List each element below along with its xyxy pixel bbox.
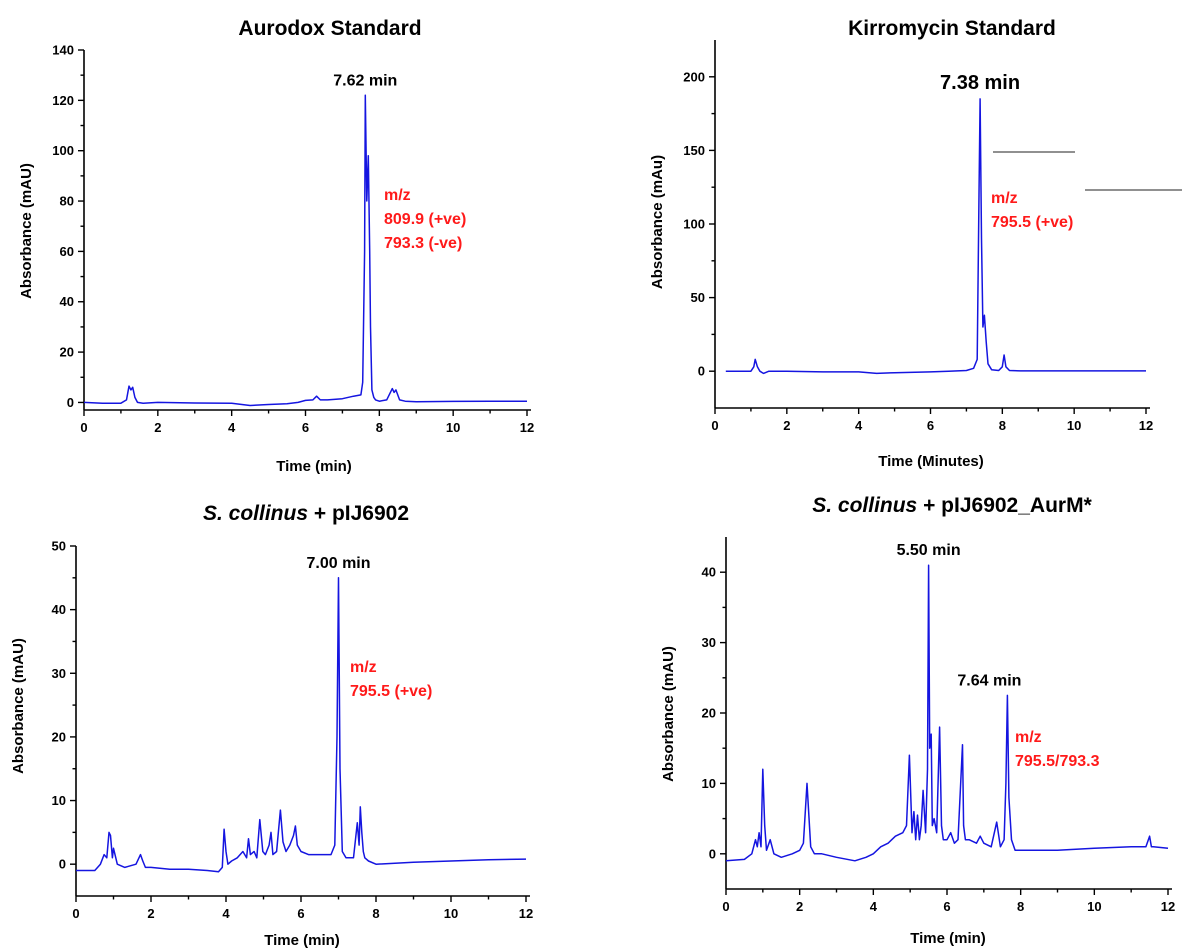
y-tick-label: 30 — [702, 635, 716, 650]
axes: 0 2 4 6 8 10 12 0 10 20 30 40 — [702, 537, 1175, 914]
x-tick-label: 4 — [870, 899, 878, 914]
y-tick-label: 80 — [60, 194, 74, 209]
chart-title: S. collinus + pIJ6902_AurM* — [812, 494, 1092, 517]
x-tick-label: 8 — [999, 418, 1006, 433]
x-tick-label: 10 — [444, 906, 458, 921]
x-tick-label: 6 — [927, 418, 934, 433]
mz-label-line-3: 793.3 (-ve) — [384, 235, 462, 252]
x-tick-label: 2 — [796, 899, 803, 914]
y-tick-label: 20 — [52, 729, 66, 744]
x-tick-label: 4 — [228, 420, 236, 435]
x-tick-label: 10 — [1087, 899, 1101, 914]
y-tick-label: 20 — [702, 706, 716, 721]
axes: 0 2 4 6 8 10 12 0 10 20 30 40 50 — [52, 539, 534, 922]
x-axis-label: Time (min) — [910, 930, 986, 947]
y-axis-label: Absorbance (mAU) — [18, 163, 35, 299]
x-tick-label: 2 — [783, 418, 790, 433]
y-tick-label: 120 — [52, 93, 74, 108]
chart-title: S. collinus + pIJ6902 — [203, 502, 409, 525]
peak-label: 7.00 min — [306, 555, 370, 572]
y-tick-label: 0 — [709, 846, 716, 861]
peak-label: 7.62 min — [333, 72, 397, 89]
panel-s-collinus-pij6902-aurm: S. collinus + pIJ6902_AurM* Absorbance (… — [660, 494, 1175, 947]
mz-label-line-1: m/z — [991, 190, 1018, 207]
x-tick-label: 0 — [80, 420, 87, 435]
x-tick-label: 6 — [297, 906, 304, 921]
mz-label-line-1: m/z — [350, 659, 377, 676]
chart-title: Aurodox Standard — [238, 17, 421, 40]
panel-kirromycin-standard: Kirromycin Standard Absorbance (mAu) Tim… — [649, 17, 1182, 470]
y-tick-label: 0 — [59, 857, 66, 872]
y-tick-label: 10 — [702, 776, 716, 791]
x-tick-label: 8 — [372, 906, 379, 921]
y-tick-label: 140 — [52, 43, 74, 58]
peak-label: 7.38 min — [940, 72, 1020, 94]
y-tick-label: 0 — [67, 395, 74, 410]
x-tick-label: 2 — [147, 906, 154, 921]
y-tick-label: 20 — [60, 345, 74, 360]
x-tick-label: 4 — [855, 418, 863, 433]
x-tick-label: 0 — [72, 906, 79, 921]
x-tick-label: 10 — [446, 420, 460, 435]
mz-label-line-1: m/z — [1015, 729, 1042, 746]
y-tick-label: 60 — [60, 244, 74, 259]
y-tick-label: 150 — [683, 143, 705, 158]
mz-label-line-2: 809.9 (+ve) — [384, 211, 466, 228]
y-tick-label: 40 — [702, 565, 716, 580]
y-tick-label: 50 — [52, 539, 66, 554]
x-tick-label: 12 — [519, 906, 533, 921]
x-tick-label: 10 — [1067, 418, 1081, 433]
traces — [725, 564, 1169, 862]
mz-label-line-2: 795.5 (+ve) — [991, 214, 1073, 231]
mz-label-line-1: m/z — [384, 187, 411, 204]
y-axis-label: Absorbance (mAU) — [10, 638, 27, 774]
x-tick-label: 4 — [222, 906, 230, 921]
y-axis-label: Absorbance (mAU) — [660, 646, 677, 782]
traces — [83, 94, 527, 407]
y-tick-label: 40 — [60, 294, 74, 309]
peak-label-2: 7.64 min — [957, 672, 1021, 689]
traces — [725, 98, 1146, 375]
x-tick-label: 0 — [711, 418, 718, 433]
chromatogram-trace — [725, 98, 1146, 375]
y-tick-label: 30 — [52, 666, 66, 681]
mz-label-line-2: 795.5/793.3 — [1015, 753, 1100, 770]
x-axis-label: Time (min) — [264, 932, 340, 949]
chromatogram-trace — [76, 577, 527, 873]
chromatogram-trace — [83, 94, 527, 407]
y-tick-label: 100 — [683, 217, 705, 232]
panel-aurodox-standard: Aurodox Standard Absorbance (mAU) Time (… — [18, 17, 534, 475]
y-tick-label: 0 — [698, 364, 705, 379]
x-tick-label: 6 — [302, 420, 309, 435]
x-tick-label: 8 — [376, 420, 383, 435]
traces — [76, 577, 527, 873]
x-tick-label: 12 — [520, 420, 534, 435]
x-axis-label: Time (Minutes) — [878, 453, 984, 470]
y-tick-label: 50 — [691, 290, 705, 305]
x-tick-label: 6 — [943, 899, 950, 914]
y-tick-label: 10 — [52, 793, 66, 808]
mz-label-line-2: 795.5 (+ve) — [350, 683, 432, 700]
x-tick-label: 8 — [1017, 899, 1024, 914]
x-axis-label: Time (min) — [276, 458, 352, 475]
x-tick-label: 0 — [722, 899, 729, 914]
peak-label: 5.50 min — [897, 542, 961, 559]
y-tick-label: 40 — [52, 602, 66, 617]
panel-s-collinus-pij6902: S. collinus + pIJ6902 Absorbance (mAU) T… — [10, 502, 533, 949]
y-tick-label: 100 — [52, 143, 74, 158]
chart-title: Kirromycin Standard — [848, 17, 1056, 40]
y-tick-label: 200 — [683, 69, 705, 84]
y-axis-label: Absorbance (mAu) — [649, 155, 666, 289]
chromatogram-trace — [725, 564, 1169, 862]
axes: 0 2 4 6 8 10 12 0 50 100 150 200 — [683, 40, 1153, 433]
x-tick-label: 12 — [1161, 899, 1175, 914]
x-tick-label: 2 — [154, 420, 161, 435]
x-tick-label: 12 — [1139, 418, 1153, 433]
